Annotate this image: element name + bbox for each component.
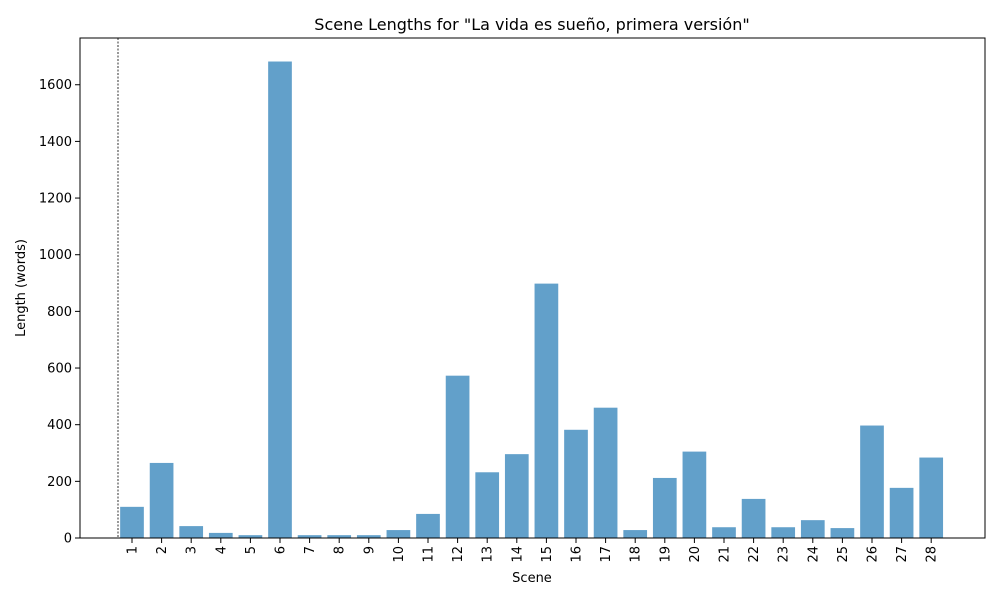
- bar-scene-16: [564, 429, 588, 538]
- bar-scene-1: [120, 506, 144, 538]
- x-tick-label: 17: [599, 546, 614, 563]
- bar-scene-5: [238, 535, 263, 538]
- x-tick-label: 14: [510, 546, 525, 563]
- y-tick-label: 1200: [39, 192, 72, 207]
- y-axis-label: Length (words): [14, 239, 29, 337]
- x-tick-label: 20: [688, 546, 703, 563]
- x-tick-label: 15: [540, 546, 555, 563]
- y-tick-label: 1400: [39, 135, 72, 150]
- x-tick-label: 2: [155, 546, 170, 554]
- bar-scene-23: [771, 527, 796, 538]
- x-tick-label: 19: [658, 546, 673, 563]
- bar-scene-14: [504, 454, 529, 538]
- x-tick-label: 6: [274, 546, 289, 554]
- bar-scene-25: [830, 528, 855, 538]
- x-tick-label: 27: [895, 546, 910, 563]
- bar-scene-10: [386, 530, 411, 538]
- y-tick-label: 1000: [39, 248, 72, 263]
- x-tick-label: 28: [925, 546, 940, 563]
- bar-scene-22: [741, 498, 766, 538]
- bar-scene-12: [445, 375, 470, 538]
- x-tick-label: 11: [422, 546, 437, 563]
- y-tick-label: 200: [47, 475, 72, 490]
- x-tick-label: 16: [570, 546, 585, 563]
- x-tick-label: 12: [451, 546, 466, 563]
- x-tick-label: 22: [747, 546, 762, 563]
- x-tick-label: 5: [244, 546, 259, 554]
- x-tick-label: 7: [303, 546, 318, 554]
- x-tick-label: 18: [629, 546, 644, 563]
- x-tick-label: 26: [866, 546, 881, 563]
- bar-scene-7: [297, 535, 322, 538]
- bar-scene-11: [416, 513, 440, 538]
- bar-scene-6: [268, 61, 292, 538]
- x-tick-label: 13: [481, 546, 496, 563]
- bar-scene-26: [860, 425, 884, 538]
- bar-scene-20: [682, 451, 707, 538]
- bar-scene-27: [889, 487, 914, 538]
- bar-scene-15: [534, 283, 559, 538]
- bar-scene-13: [475, 472, 500, 538]
- chart-title: Scene Lengths for "La vida es sueño, pri…: [314, 15, 749, 34]
- x-tick-label: 23: [777, 546, 792, 563]
- x-tick-label: 21: [718, 546, 733, 563]
- bar-scene-18: [623, 530, 648, 538]
- x-axis-label: Scene: [512, 571, 552, 586]
- y-tick-label: 400: [47, 418, 72, 433]
- y-tick-label: 600: [47, 362, 72, 377]
- y-tick-label: 800: [47, 305, 72, 320]
- bar-scene-8: [327, 535, 352, 538]
- bar-scene-28: [919, 457, 944, 538]
- x-tick-label: 10: [392, 546, 407, 563]
- y-tick-label: 1600: [39, 78, 72, 93]
- x-tick-label: 3: [185, 546, 200, 554]
- x-tick-label: 1: [126, 546, 141, 554]
- bar-scene-4: [208, 532, 233, 538]
- x-tick-label: 8: [333, 546, 348, 554]
- x-tick-label: 25: [836, 546, 851, 563]
- bar-scene-17: [593, 407, 618, 538]
- x-tick-label: 4: [214, 546, 229, 554]
- plot-frame: [79, 37, 986, 539]
- bar-scene-19: [652, 477, 677, 538]
- bar-scene-9: [356, 535, 381, 538]
- bar-scene-3: [179, 526, 204, 538]
- bar-scene-24: [800, 520, 825, 538]
- x-tick-label: 9: [362, 546, 377, 554]
- bar-scene-2: [149, 462, 174, 538]
- bar-scene-21: [712, 527, 736, 538]
- y-tick-label: 0: [64, 532, 72, 547]
- x-tick-label: 24: [806, 546, 821, 563]
